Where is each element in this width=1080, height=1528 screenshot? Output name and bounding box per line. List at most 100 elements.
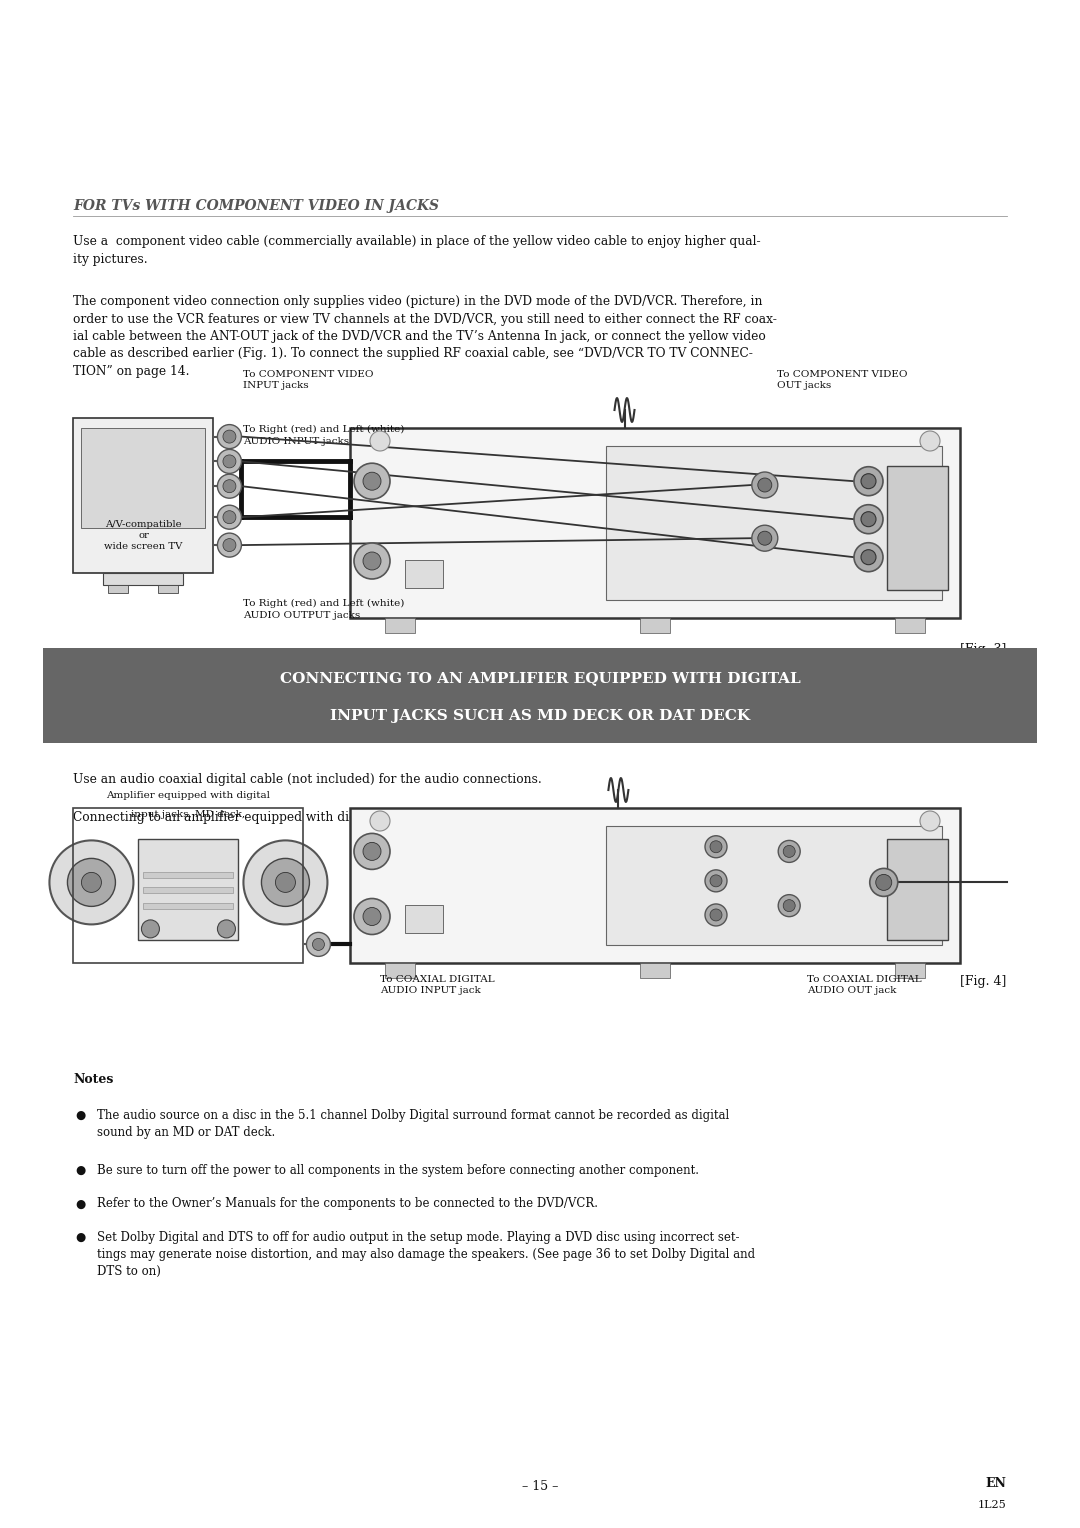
- Bar: [887, 839, 948, 940]
- Circle shape: [758, 532, 772, 545]
- Circle shape: [222, 538, 235, 552]
- Bar: [73, 419, 214, 573]
- Bar: [606, 446, 942, 601]
- Text: EN: EN: [986, 1478, 1007, 1490]
- Circle shape: [363, 552, 381, 570]
- Bar: [43, 648, 1037, 743]
- Text: Be sure to turn off the power to all components in the system before connecting : Be sure to turn off the power to all com…: [97, 1164, 700, 1177]
- Circle shape: [217, 449, 242, 474]
- Circle shape: [354, 898, 390, 935]
- Circle shape: [217, 533, 242, 558]
- Circle shape: [354, 833, 390, 869]
- Text: To Right (red) and Left (white)
AUDIO INPUT jacks: To Right (red) and Left (white) AUDIO IN…: [243, 425, 405, 446]
- Bar: [895, 963, 924, 978]
- Circle shape: [275, 872, 296, 892]
- Bar: [144, 888, 233, 894]
- Circle shape: [354, 542, 390, 579]
- Text: Connecting to an amplifier equipped with digital input jacks such as MD Deck or : Connecting to an amplifier equipped with…: [73, 811, 648, 824]
- Circle shape: [710, 876, 723, 886]
- Text: FOR TVs WITH COMPONENT VIDEO IN JACKS: FOR TVs WITH COMPONENT VIDEO IN JACKS: [73, 199, 440, 212]
- Circle shape: [783, 900, 795, 912]
- Bar: [405, 905, 443, 934]
- Circle shape: [758, 478, 772, 492]
- Circle shape: [261, 859, 310, 906]
- Bar: [138, 839, 239, 940]
- Circle shape: [752, 526, 778, 552]
- Bar: [159, 585, 178, 593]
- Bar: [606, 827, 942, 944]
- Circle shape: [141, 920, 160, 938]
- Bar: [405, 559, 443, 588]
- Circle shape: [307, 932, 330, 957]
- Circle shape: [710, 840, 723, 853]
- Circle shape: [354, 463, 390, 500]
- Bar: [144, 903, 233, 909]
- Circle shape: [710, 909, 723, 921]
- Bar: [640, 617, 670, 633]
- Bar: [895, 617, 924, 633]
- Circle shape: [876, 874, 892, 891]
- Text: To COAXIAL DIGITAL
AUDIO OUT jack: To COAXIAL DIGITAL AUDIO OUT jack: [808, 975, 922, 995]
- Circle shape: [222, 455, 235, 468]
- Circle shape: [920, 811, 940, 831]
- Circle shape: [50, 840, 134, 924]
- Circle shape: [861, 512, 876, 527]
- Text: DAT deck, etc.: DAT deck, etc.: [150, 840, 227, 850]
- Text: [Fig. 4]: [Fig. 4]: [960, 975, 1007, 989]
- Bar: [108, 585, 129, 593]
- Circle shape: [854, 504, 883, 533]
- Text: 1L25: 1L25: [977, 1500, 1007, 1510]
- Text: The audio source on a disc in the 5.1 channel Dolby Digital surround format cann: The audio source on a disc in the 5.1 ch…: [97, 1109, 730, 1140]
- Bar: [384, 617, 415, 633]
- Circle shape: [854, 542, 883, 571]
- Circle shape: [854, 466, 883, 495]
- Text: CONNECTING TO AN AMPLIFIER EQUIPPED WITH DIGITAL: CONNECTING TO AN AMPLIFIER EQUIPPED WITH…: [280, 671, 800, 686]
- Circle shape: [222, 429, 235, 443]
- Text: Set Dolby Digital and DTS to off for audio output in the setup mode. Playing a D: Set Dolby Digital and DTS to off for aud…: [97, 1232, 756, 1279]
- Bar: [104, 573, 184, 585]
- Bar: [350, 808, 960, 963]
- Text: ●: ●: [76, 1164, 85, 1177]
- Circle shape: [363, 472, 381, 490]
- Text: Amplifier equipped with digital: Amplifier equipped with digital: [107, 792, 270, 801]
- Circle shape: [217, 506, 242, 529]
- Circle shape: [861, 474, 876, 489]
- Circle shape: [363, 842, 381, 860]
- Text: ●: ●: [76, 1232, 85, 1244]
- Circle shape: [779, 895, 800, 917]
- Circle shape: [705, 905, 727, 926]
- Text: – 15 –: – 15 –: [522, 1481, 558, 1493]
- Text: INPUT JACKS SUCH AS MD DECK OR DAT DECK: INPUT JACKS SUCH AS MD DECK OR DAT DECK: [329, 709, 751, 723]
- Bar: [887, 466, 948, 590]
- Text: Refer to the Owner’s Manuals for the components to be connected to the DVD/VCR.: Refer to the Owner’s Manuals for the com…: [97, 1198, 598, 1210]
- Bar: [384, 963, 415, 978]
- Circle shape: [705, 869, 727, 892]
- Text: Use an audio coaxial digital cable (not included) for the audio connections.: Use an audio coaxial digital cable (not …: [73, 773, 542, 785]
- Circle shape: [861, 550, 876, 565]
- Circle shape: [217, 920, 235, 938]
- Circle shape: [243, 840, 327, 924]
- Bar: [81, 428, 205, 529]
- Bar: [73, 808, 303, 963]
- Circle shape: [312, 938, 324, 950]
- Text: ●: ●: [76, 1198, 85, 1210]
- Circle shape: [783, 845, 795, 857]
- Bar: [640, 963, 670, 978]
- Bar: [350, 428, 960, 617]
- Circle shape: [217, 474, 242, 498]
- Circle shape: [370, 431, 390, 451]
- Circle shape: [222, 480, 235, 492]
- Text: input jacks, MD deck,: input jacks, MD deck,: [132, 810, 245, 819]
- Text: To COMPONENT VIDEO
INPUT jacks: To COMPONENT VIDEO INPUT jacks: [243, 370, 374, 391]
- Circle shape: [779, 840, 800, 862]
- Circle shape: [920, 431, 940, 451]
- Circle shape: [370, 811, 390, 831]
- Text: ●: ●: [76, 1109, 85, 1122]
- Text: A/V-compatible
or
wide screen TV: A/V-compatible or wide screen TV: [105, 520, 183, 552]
- Text: The component video connection only supplies video (picture) in the DVD mode of : The component video connection only supp…: [73, 295, 778, 377]
- Text: [Fig. 3]: [Fig. 3]: [960, 643, 1007, 656]
- Bar: [144, 872, 233, 877]
- Text: Use a  component video cable (commercially available) in place of the yellow vid: Use a component video cable (commerciall…: [73, 235, 761, 266]
- Circle shape: [81, 872, 102, 892]
- Circle shape: [869, 868, 897, 897]
